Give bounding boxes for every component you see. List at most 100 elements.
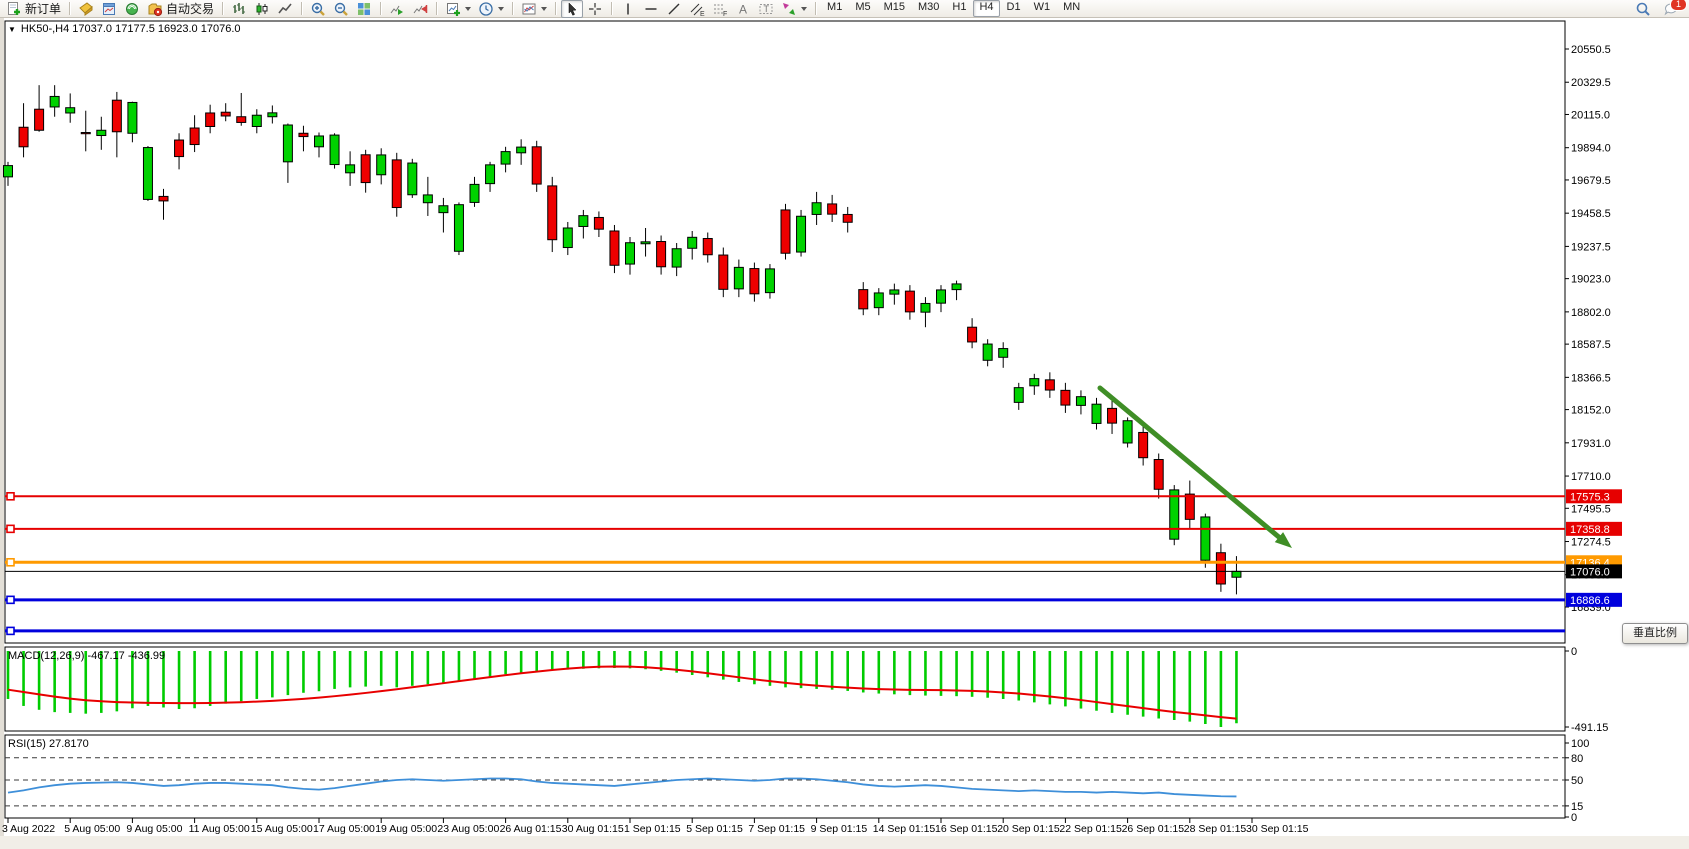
- text-icon: A: [739, 2, 747, 16]
- toolbar-separator: [815, 2, 817, 15]
- timeframe-m5-button[interactable]: M5: [855, 1, 871, 13]
- candlestick-button[interactable]: [251, 0, 273, 18]
- svg-text:20329.5: 20329.5: [1571, 77, 1611, 89]
- main-toolbar: 新订单 自动交易 E F A T M1 M5 M15 M30 H1 H4 D1 W1 MN 1: [0, 0, 1689, 18]
- svg-text:-491.15: -491.15: [1571, 722, 1608, 734]
- vertical-line-button[interactable]: [617, 0, 639, 18]
- svg-text:50: 50: [1571, 775, 1583, 787]
- fibonacci-button[interactable]: F: [709, 0, 731, 18]
- channel-icon: E: [690, 3, 705, 17]
- svg-text:19894.0: 19894.0: [1571, 143, 1611, 155]
- svg-text:18802.0: 18802.0: [1571, 307, 1611, 319]
- svg-text:30 Aug 01:15: 30 Aug 01:15: [562, 823, 624, 835]
- toolbar-separator: [611, 2, 613, 15]
- toolbar-right-icons: 1: [1632, 0, 1687, 18]
- symbol-header[interactable]: ▼ HK50-,H4 17037.0 17177.5 16923.0 17076…: [8, 23, 241, 35]
- market-watch-button[interactable]: [98, 0, 120, 18]
- auto-scroll-button[interactable]: [386, 0, 408, 18]
- chevron-down-icon[interactable]: [541, 6, 548, 11]
- new-order-icon: [8, 1, 20, 15]
- toolbar-separator: [512, 2, 514, 15]
- periods-button[interactable]: [475, 0, 507, 18]
- svg-text:0: 0: [1571, 812, 1577, 824]
- vertical-scale-tooltip: 垂直比例: [1622, 623, 1688, 644]
- svg-text:T: T: [764, 4, 770, 14]
- text-label-button[interactable]: T: [755, 0, 777, 18]
- svg-text:14 Sep 01:15: 14 Sep 01:15: [873, 823, 936, 835]
- toolbar-separator: [69, 2, 71, 15]
- timeframe-h4-button[interactable]: H4: [973, 0, 1000, 17]
- svg-text:11 Aug 05:00: 11 Aug 05:00: [189, 823, 250, 835]
- svg-text:E: E: [700, 11, 705, 17]
- horizontal-line-icon: [645, 7, 657, 10]
- chart-window-icon: [103, 2, 116, 15]
- indicators-list-button[interactable]: [75, 0, 97, 18]
- toolbar-separator: [436, 2, 438, 15]
- vertical-line-icon: [627, 3, 629, 14]
- svg-text:17274.5: 17274.5: [1571, 537, 1611, 549]
- text-button[interactable]: A: [732, 0, 754, 18]
- tile-windows-button[interactable]: [353, 0, 375, 18]
- zoom-in-button[interactable]: [307, 0, 329, 18]
- sound-alert-button[interactable]: [121, 0, 143, 18]
- bar-chart-button[interactable]: [228, 0, 250, 18]
- trendline-icon: [668, 3, 680, 14]
- candlestick-icon: [256, 2, 268, 15]
- search-button[interactable]: [1632, 0, 1654, 18]
- svg-text:3 Aug 2022: 3 Aug 2022: [2, 823, 55, 835]
- bar-chart-icon: [233, 2, 246, 14]
- svg-text:100: 100: [1571, 738, 1589, 750]
- channel-button[interactable]: E: [686, 0, 708, 18]
- timeframe-d1-button[interactable]: D1: [1006, 1, 1021, 13]
- timeframe-m1-button[interactable]: M1: [827, 1, 843, 13]
- svg-text:17495.5: 17495.5: [1571, 503, 1611, 515]
- svg-text:16 Sep 01:15: 16 Sep 01:15: [935, 823, 998, 835]
- chevron-down-icon[interactable]: [801, 6, 808, 11]
- timeframe-m30-button[interactable]: M30: [918, 1, 940, 13]
- new-chart-button[interactable]: [442, 0, 474, 18]
- new-order-button[interactable]: 新订单: [3, 0, 64, 18]
- toolbar-separator: [380, 2, 382, 15]
- timeframe-h1-button[interactable]: H1: [952, 1, 967, 13]
- trendline-button[interactable]: [663, 0, 685, 18]
- zoom-out-button[interactable]: [330, 0, 352, 18]
- crosshair-button[interactable]: [584, 0, 606, 18]
- svg-text:16886.6: 16886.6: [1570, 595, 1610, 607]
- line-chart-button[interactable]: [274, 0, 296, 18]
- svg-text:19023.0: 19023.0: [1571, 274, 1611, 286]
- timeframe-mn-button[interactable]: MN: [1063, 1, 1081, 13]
- chart-shift-button[interactable]: [409, 0, 431, 18]
- svg-text:20115.0: 20115.0: [1571, 109, 1610, 121]
- cursor-icon: [568, 1, 577, 16]
- chevron-down-icon[interactable]: [498, 6, 505, 11]
- chevron-down-icon[interactable]: [465, 6, 472, 11]
- toolbar-separator: [301, 2, 303, 15]
- timeframe-m15-button[interactable]: M15: [883, 1, 905, 13]
- rsi-indicator-label: RSI(15) 27.8170: [8, 738, 89, 750]
- cursor-button[interactable]: [561, 0, 584, 18]
- arrows-button[interactable]: [778, 0, 810, 18]
- svg-text:17 Aug 05:00: 17 Aug 05:00: [313, 823, 375, 835]
- svg-text:20550.5: 20550.5: [1571, 44, 1611, 56]
- svg-text:28 Sep 01:15: 28 Sep 01:15: [1184, 823, 1247, 835]
- zoom-in-icon: [311, 2, 325, 16]
- notifications-button[interactable]: 1: [1660, 0, 1687, 18]
- svg-text:17710.0: 17710.0: [1571, 471, 1611, 483]
- timeframe-w1-button[interactable]: W1: [1033, 1, 1051, 13]
- templates-button[interactable]: [518, 0, 550, 18]
- svg-text:18587.5: 18587.5: [1571, 339, 1611, 351]
- chart-canvas[interactable]: 20550.5 20329.5 20115.0 19894.0 19679.5 19458…: [0, 18, 1689, 849]
- horizontal-line-button[interactable]: [640, 0, 662, 18]
- svg-text:18152.0: 18152.0: [1571, 405, 1611, 417]
- fibonacci-icon: F: [714, 4, 727, 17]
- search-icon: [1636, 2, 1650, 16]
- auto-trading-button[interactable]: 自动交易: [144, 0, 217, 18]
- svg-text:5 Aug 05:00: 5 Aug 05:00: [64, 823, 120, 835]
- toolbar-separator: [222, 2, 224, 15]
- svg-text:7 Sep 01:15: 7 Sep 01:15: [748, 823, 805, 835]
- svg-text:80: 80: [1571, 753, 1583, 765]
- sound-icon: [126, 2, 139, 15]
- svg-text:0: 0: [1571, 646, 1577, 658]
- svg-text:17358.8: 17358.8: [1570, 524, 1610, 536]
